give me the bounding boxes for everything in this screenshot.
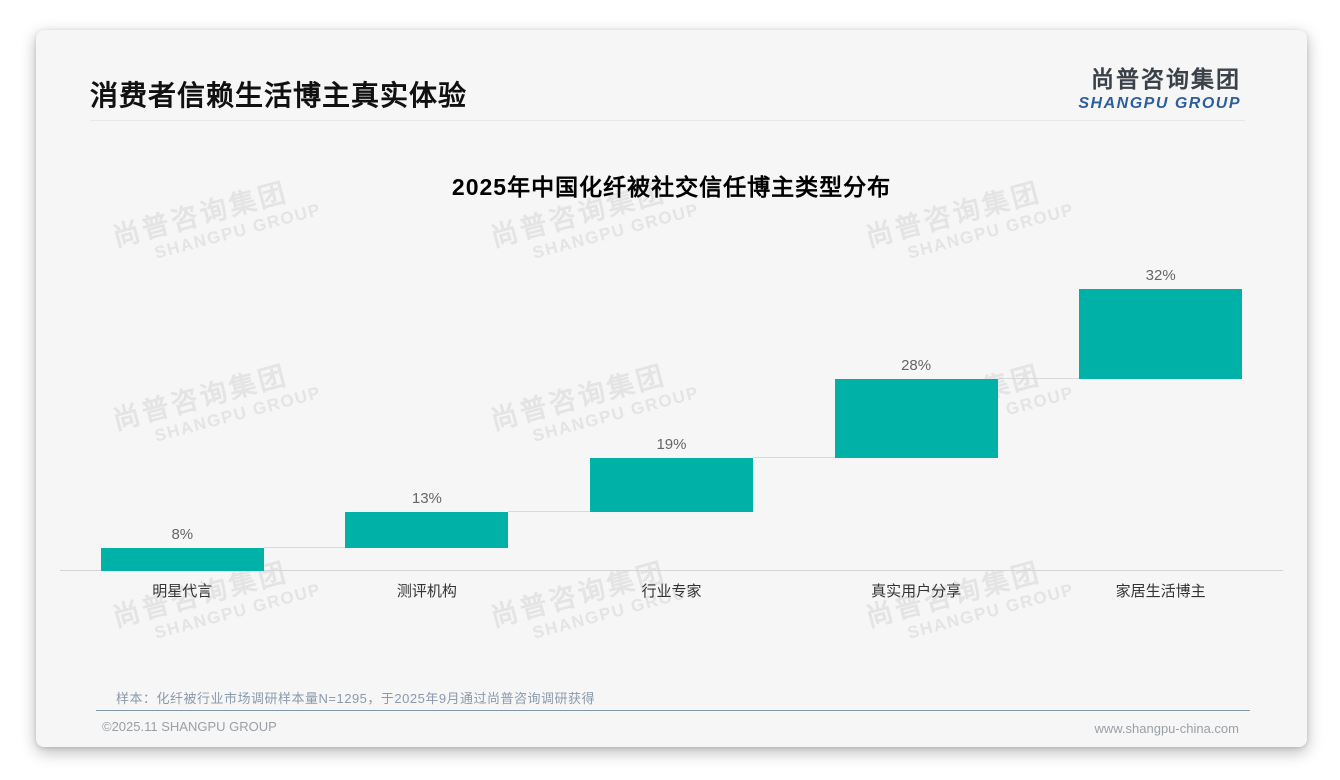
logo-chinese-text: 尚普咨询集团 bbox=[1091, 66, 1241, 92]
waterfall-bar bbox=[590, 458, 753, 512]
sample-note: 样本：化纤被行业市场调研样本量N=1295，于2025年9月通过尚普咨询调研获得 bbox=[116, 691, 596, 706]
category-label: 真实用户分享 bbox=[871, 583, 962, 600]
category-label: 行业专家 bbox=[641, 583, 702, 600]
bar-value-label: 32% bbox=[1145, 267, 1176, 284]
company-logo: 尚普咨询集团 SHANGPU GROUP bbox=[1078, 60, 1241, 113]
chart-title: 2025年中国化纤被社交信任博主类型分布 bbox=[451, 174, 892, 200]
step-connector-line bbox=[753, 457, 835, 459]
waterfall-bar bbox=[1079, 289, 1243, 380]
waterfall-bar bbox=[345, 511, 509, 549]
step-connector-line bbox=[997, 378, 1080, 380]
x-axis-line bbox=[60, 570, 1283, 571]
bar-value-label: 28% bbox=[901, 357, 932, 375]
page-title: 消费者信赖生活博主真实体验 bbox=[90, 80, 468, 111]
watermark-english-text: SHANGPU GROUP bbox=[152, 199, 324, 263]
website-url: www.shangpu-china.com bbox=[1094, 721, 1239, 736]
waterfall-chart: 8% 明星代言 13% 测评机构 19% 行业专家 28% 真实用户分享 32% 家居生活博主 bbox=[60, 258, 1283, 600]
step-connector-line bbox=[508, 510, 590, 512]
waterfall-bar bbox=[100, 548, 264, 571]
category-label: 明星代言 bbox=[152, 583, 213, 600]
slide-card: 消费者信赖生活博主真实体验 尚普咨询集团 SHANGPU GROUP 尚普咨询集… bbox=[36, 30, 1307, 747]
category-label: 家居生活博主 bbox=[1115, 583, 1206, 600]
copyright-text: ©2025.11 SHANGPU GROUP bbox=[102, 719, 277, 734]
waterfall-bar bbox=[834, 379, 998, 459]
header-divider bbox=[90, 120, 1245, 121]
category-label: 测评机构 bbox=[396, 583, 457, 600]
watermark-english-text: SHANGPU GROUP bbox=[530, 199, 702, 263]
logo-english-text: SHANGPU GROUP bbox=[1078, 95, 1241, 112]
watermark-english-text: SHANGPU GROUP bbox=[905, 199, 1077, 263]
footer-divider bbox=[96, 710, 1250, 711]
bar-value-label: 19% bbox=[656, 436, 687, 454]
bar-value-label: 8% bbox=[171, 526, 194, 544]
bar-value-label: 13% bbox=[411, 489, 442, 507]
step-connector-line bbox=[263, 547, 346, 549]
